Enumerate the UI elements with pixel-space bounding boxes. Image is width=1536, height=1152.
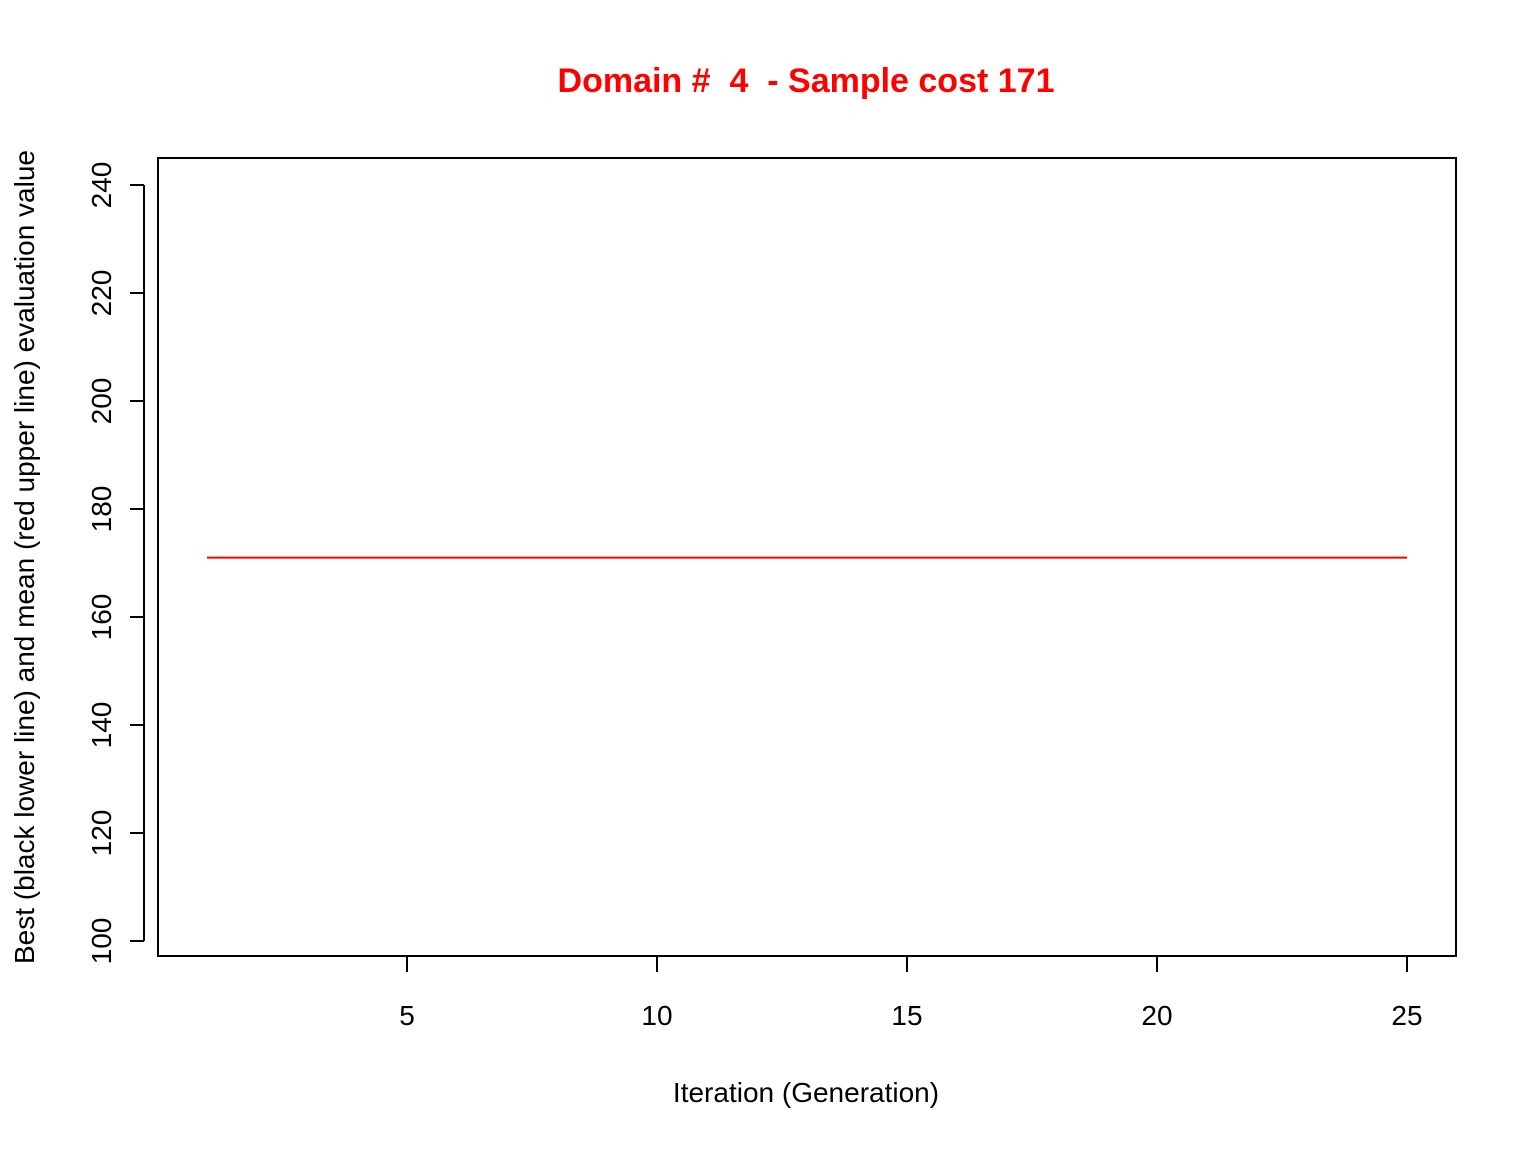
y-tick-label: 220 <box>86 270 117 317</box>
x-axis-label: Iteration (Generation) <box>673 1077 939 1108</box>
y-tick-label: 200 <box>86 378 117 425</box>
y-axis-label: Best (black lower line) and mean (red up… <box>9 150 40 964</box>
x-tick-label: 20 <box>1141 1000 1172 1031</box>
chart-title: Domain # 4 - Sample cost 171 <box>558 62 1055 100</box>
y-tick-label: 100 <box>86 918 117 965</box>
x-tick-label: 5 <box>399 1000 415 1031</box>
x-tick-label: 10 <box>641 1000 672 1031</box>
x-axis: 5 10 15 20 25 <box>399 955 1423 1031</box>
y-tick-label: 120 <box>86 810 117 857</box>
y-axis: 100 120 140 160 180 200 220 240 <box>86 162 145 965</box>
y-tick-label: 240 <box>86 162 117 209</box>
y-tick-label: 180 <box>86 486 117 533</box>
x-tick-label: 25 <box>1391 1000 1422 1031</box>
x-tick-label: 15 <box>891 1000 922 1031</box>
y-tick-label: 140 <box>86 702 117 749</box>
y-tick-label: 160 <box>86 594 117 641</box>
